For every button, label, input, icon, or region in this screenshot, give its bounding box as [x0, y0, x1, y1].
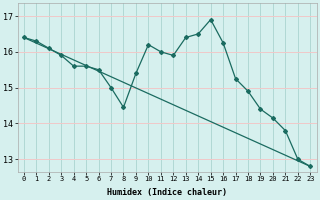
X-axis label: Humidex (Indice chaleur): Humidex (Indice chaleur)	[107, 188, 227, 197]
